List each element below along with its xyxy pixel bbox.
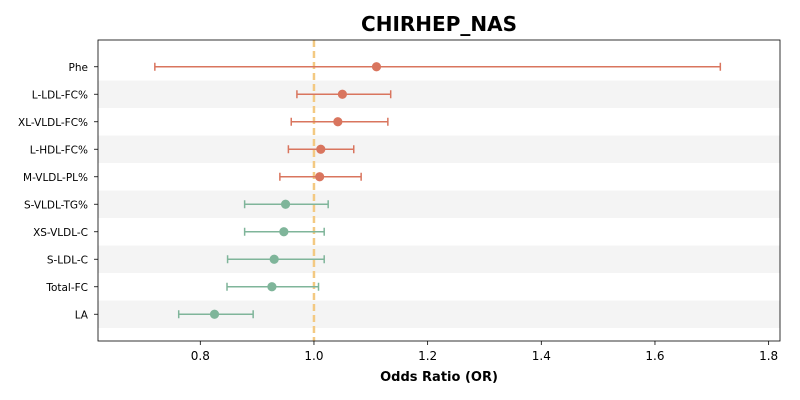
y-axis-ticks: Phe L-LDL-FC% XL-VLDL-FC% L-HDL-FC% M-VLDL-P… [18, 62, 98, 321]
row-stripe [98, 190, 780, 218]
y-tick-label: XL-VLDL-FC% [18, 117, 88, 129]
or-point [267, 282, 277, 292]
or-point [337, 89, 347, 99]
y-tick-label: M-VLDL-PL% [23, 172, 88, 184]
y-tick-label: S-VLDL-TG% [24, 199, 88, 211]
y-tick-label: Phe [69, 62, 88, 74]
y-tick-label: L-LDL-FC% [32, 89, 88, 101]
x-axis-label: Odds Ratio (OR) [380, 370, 498, 385]
x-tick-label: 1.4 [532, 349, 551, 363]
or-point [280, 199, 291, 209]
or-point [316, 144, 326, 154]
or-point [371, 62, 382, 72]
x-tick-label: 1.8 [759, 349, 778, 363]
row-stripe [98, 80, 780, 108]
y-tick-label: S-LDL-C [47, 254, 88, 266]
row-stripe [98, 135, 780, 163]
plot-frame [97, 39, 781, 342]
or-point [333, 117, 343, 127]
x-axis-ticks: 0.8 1.0 1.2 1.4 1.6 1.8 [191, 341, 778, 363]
or-point [279, 227, 289, 237]
y-tick-label: L-HDL-FC% [30, 144, 88, 156]
chart-title: CHIRHEP_NAS [361, 12, 517, 36]
x-tick-label: 0.8 [191, 349, 210, 363]
row-stripes [98, 80, 780, 328]
y-tick-label: Total-FC [45, 282, 88, 294]
x-tick-label: 1.6 [645, 349, 664, 363]
y-tick-label: LA [75, 309, 89, 321]
or-point [269, 254, 279, 264]
row-stripe [98, 245, 780, 273]
or-point [315, 172, 325, 182]
x-tick-label: 1.0 [304, 349, 323, 363]
or-point [209, 309, 220, 319]
x-tick-label: 1.2 [418, 349, 437, 363]
y-tick-label: XS-VLDL-C [33, 227, 88, 239]
plot-marks [154, 62, 722, 319]
